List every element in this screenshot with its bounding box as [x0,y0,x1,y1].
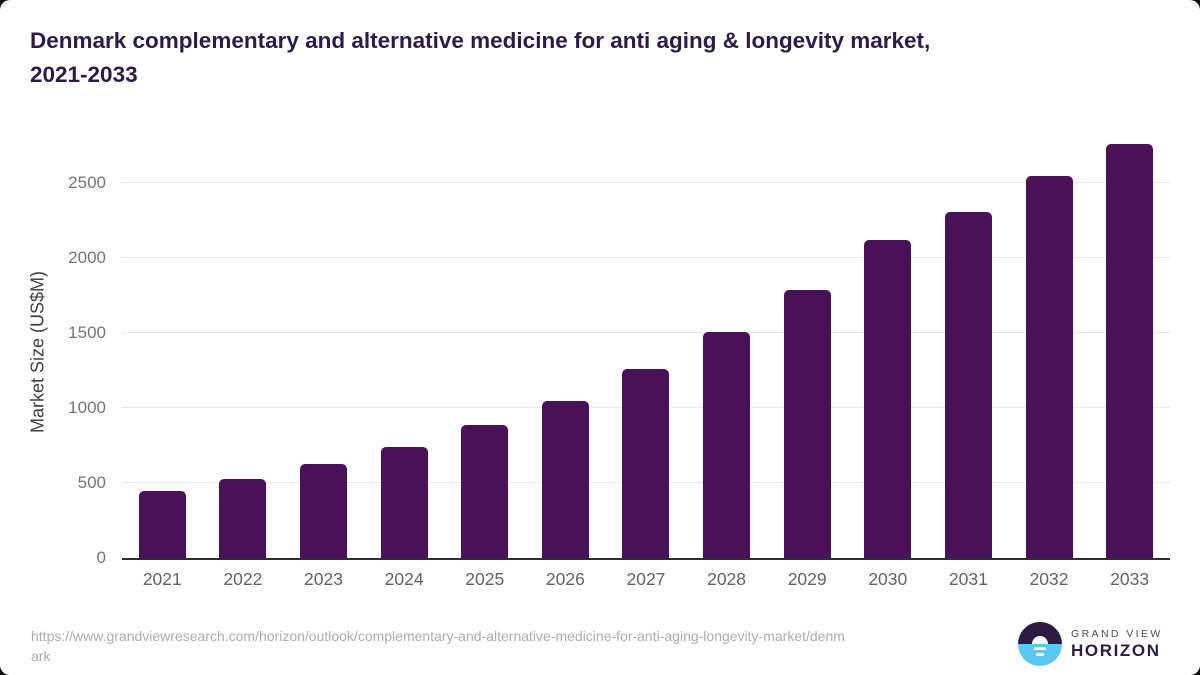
logo-sky-half [1018,622,1062,644]
bar-2027[interactable] [622,369,670,558]
bar-slot-2027: 2027 [606,138,687,589]
bar-slot-2029: 2029 [767,138,848,589]
y-tick-2500: 2500 [68,173,106,192]
bar-slot-2023: 2023 [283,138,364,589]
bar-slot-2024: 2024 [364,138,445,589]
y-tick-0: 0 [96,548,106,567]
source-url-line2: ark [31,648,51,664]
x-label-2021: 2021 [142,569,182,589]
bar-2021[interactable] [138,490,186,558]
y-tick-1000: 1000 [68,398,106,417]
plot-area: 0 500 1000 1500 2000 2500 2021 2022 2023 2024 202… [68,138,1170,589]
y-axis-title: Market Size (US$M) [27,270,48,434]
page-title-line1: Denmark complementary and alternative me… [30,28,931,53]
logo-reflection-bar-2 [1036,653,1044,656]
bar-2022[interactable] [219,479,267,558]
bar-2026[interactable] [541,400,589,558]
bar-2029[interactable] [783,289,831,558]
x-label-2027: 2027 [626,569,666,589]
sunrise-circle-icon [1018,622,1062,666]
bar-2032[interactable] [1025,176,1073,558]
brand-grand-view: GRAND VIEW [1071,628,1163,640]
y-tick-2000: 2000 [68,248,106,267]
bar-2033[interactable] [1106,144,1154,558]
gridline-1500 [122,332,1170,333]
bar-slot-2025: 2025 [444,138,525,589]
bar-slot-2032: 2032 [1009,138,1090,589]
x-label-2023: 2023 [304,569,343,589]
bar-slot-2026: 2026 [525,138,606,589]
bar-slot-2031: 2031 [928,138,1009,589]
bar-2028[interactable] [703,332,751,558]
bar-slot-2022: 2022 [203,138,284,589]
x-label-2029: 2029 [787,569,827,589]
bar-2024[interactable] [380,447,428,558]
gridline-2500 [122,182,1170,183]
logo-sun-icon [1032,636,1048,644]
source-url-line1: https://www.grandviewresearch.com/horizo… [31,628,845,644]
x-label-2032: 2032 [1029,569,1069,589]
bar-slot-2028: 2028 [686,138,767,589]
bars-layer: 2021 2022 2023 2024 2025 2026 2027 2028 2029 2030… [122,138,1170,589]
bar-2023[interactable] [300,464,348,558]
x-label-2031: 2031 [948,569,988,589]
logo-reflection-bar-1 [1034,647,1046,650]
gridline-2000 [122,257,1170,258]
logo-wordmark: GRAND VIEW HORIZON [1071,628,1163,660]
bar-2031[interactable] [944,211,992,558]
x-label-2026: 2026 [545,569,585,589]
brand-horizon: HORIZON [1071,641,1161,660]
source-url: https://www.grandviewresearch.com/horizo… [31,626,1006,666]
grand-view-horizon-logo: GRAND VIEW HORIZON [1018,622,1163,666]
x-label-2030: 2030 [868,569,908,589]
bar-slot-2033: 2033 [1089,138,1170,589]
x-label-2028: 2028 [707,569,747,589]
x-label-2022: 2022 [223,569,263,589]
bar-slot-2021: 2021 [122,138,203,589]
bar-2025[interactable] [461,425,509,558]
bar-slot-2030: 2030 [847,138,928,589]
page-title-line2: 2021-2033 [30,62,138,87]
y-tick-1500: 1500 [68,323,106,342]
x-label-2033: 2033 [1110,569,1150,589]
x-label-2025: 2025 [465,569,505,589]
x-label-2024: 2024 [384,569,424,589]
page-title: Denmark complementary and alternative me… [30,24,1180,92]
y-tick-500: 500 [77,473,106,492]
bar-2030[interactable] [864,240,912,558]
